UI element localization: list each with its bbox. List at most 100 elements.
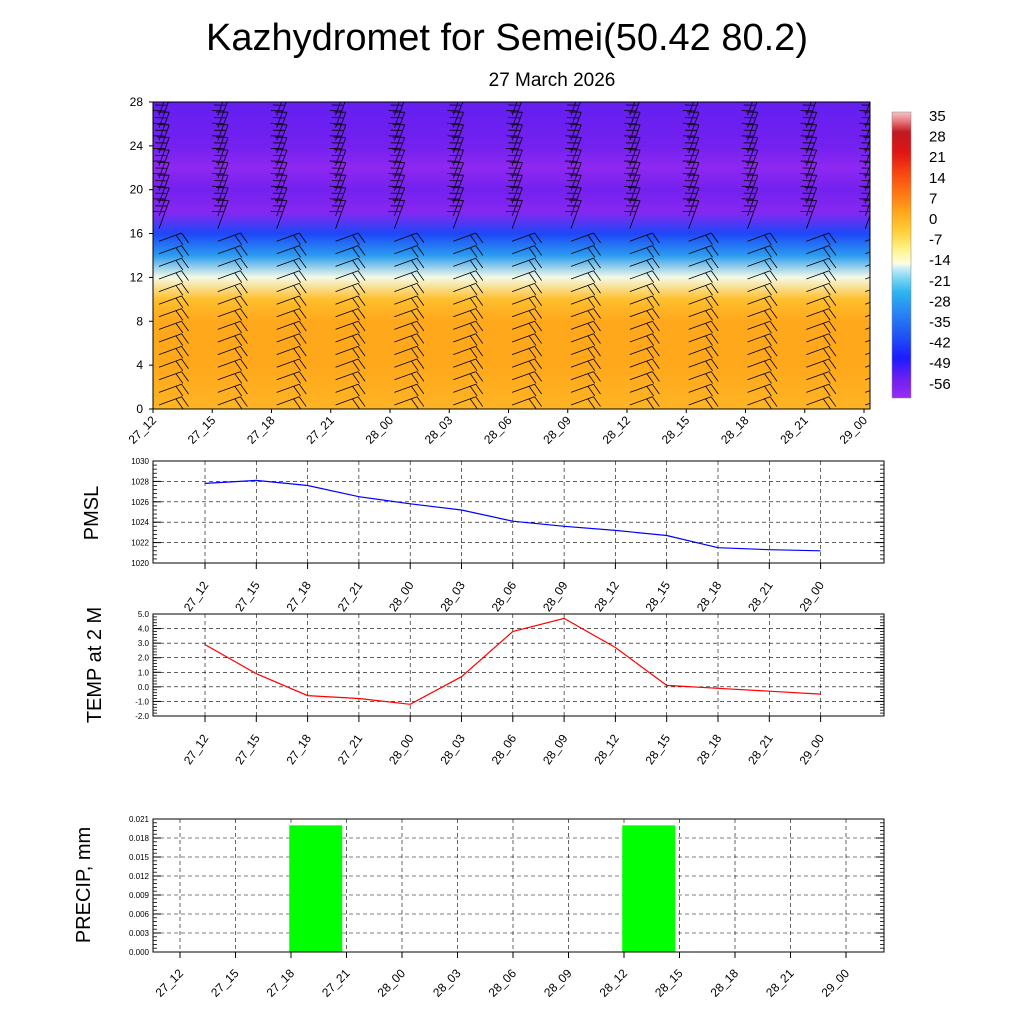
wind-barb — [629, 245, 660, 258]
wind-barb — [747, 257, 778, 271]
wind-barb — [741, 161, 759, 191]
wind-barb — [800, 149, 818, 179]
x-tick-label: 27_21 — [319, 966, 353, 1000]
wind-barb — [623, 199, 641, 229]
wind-barb — [506, 124, 523, 154]
colorbar-label: 7 — [929, 190, 937, 207]
y-tick-label: 0.006 — [129, 910, 150, 919]
wind-barb — [629, 371, 660, 384]
wind-barb — [329, 199, 347, 229]
wind-barb — [570, 245, 601, 258]
colorbar-label: -14 — [929, 252, 951, 269]
wind-barb — [865, 377, 870, 381]
wind-barb — [506, 174, 523, 204]
wind-barb — [570, 257, 601, 271]
wind-barb — [741, 102, 758, 128]
wind-barb — [158, 245, 189, 258]
wind-barb — [335, 295, 366, 309]
wind-barb — [388, 136, 406, 166]
wind-barb — [394, 283, 425, 296]
wind-barb — [623, 136, 641, 166]
wind-barb — [800, 199, 818, 229]
wind-barb — [158, 320, 189, 334]
y-tick-label: 1024 — [131, 518, 149, 527]
wind-barb — [335, 257, 366, 271]
wind-barb — [865, 314, 870, 318]
cross-section-x-tick-label: 27_18 — [244, 413, 278, 447]
wind-barb — [212, 124, 229, 154]
wind-barb — [217, 358, 248, 372]
colorbar-label: -28 — [929, 293, 951, 310]
wind-barb — [570, 232, 601, 246]
wind-barb — [217, 232, 248, 246]
wind-barb — [629, 320, 660, 334]
colorbar-label: -49 — [929, 355, 951, 372]
wind-barb — [453, 320, 484, 334]
wind-barb — [688, 383, 719, 397]
precip-bars — [289, 825, 676, 952]
wind-barb — [865, 339, 870, 343]
x-tick-label: 28_09 — [541, 966, 575, 1000]
wind-barb — [629, 295, 660, 309]
wind-barb — [629, 346, 660, 359]
x-tick-label: 29_00 — [796, 578, 827, 614]
wind-barb — [806, 358, 837, 372]
wind-barb — [270, 174, 288, 204]
y-tick-label: 5.0 — [138, 610, 150, 619]
wind-barb — [864, 102, 870, 116]
wind-barb — [629, 102, 636, 116]
wind-barb — [865, 402, 870, 406]
wind-barb — [335, 232, 366, 246]
colorbar-label: 0 — [929, 211, 937, 228]
x-tick-label: 27_18 — [283, 731, 314, 767]
cross-section-field — [153, 102, 870, 409]
wind-barb — [747, 320, 778, 334]
wind-barb — [747, 383, 778, 397]
temp-panel: TEMP at 2 M -2.0 -1.0 0.0 1.0 2.0 3.0 4.0 5.0 2… — [84, 607, 885, 767]
x-tick-label: 28_00 — [375, 966, 409, 1000]
wind-barb — [511, 383, 542, 397]
x-tick-label: 27_15 — [232, 578, 263, 614]
wind-barb — [158, 383, 189, 397]
cross-section-y-tick-label: 0 — [136, 402, 143, 416]
temp-frame — [152, 613, 885, 717]
wind-barb — [570, 295, 601, 309]
y-tick-label: 0.012 — [129, 872, 150, 881]
colorbar-label: 21 — [929, 149, 946, 166]
precip-bar — [622, 825, 676, 952]
x-tick-label: 28_15 — [643, 731, 674, 767]
wind-barb — [682, 187, 700, 217]
wind-barb — [453, 295, 484, 309]
x-tick-label: 27_12 — [181, 578, 212, 614]
y-tick-label: 0.003 — [129, 929, 150, 938]
wind-barb — [629, 308, 660, 321]
cross-section-x-tick-label: 27_15 — [185, 413, 219, 447]
wind-barb — [682, 111, 700, 141]
wind-barb — [158, 257, 189, 271]
y-tick-label: 0.000 — [129, 948, 150, 957]
wind-barb — [570, 308, 601, 321]
wind-barb — [506, 111, 523, 141]
wind-barb — [394, 320, 425, 334]
wind-barb — [506, 199, 523, 229]
wind-barb — [747, 245, 778, 258]
y-tick-label: -2.0 — [135, 712, 149, 721]
wind-barb — [217, 257, 248, 271]
temp-ylabel: TEMP at 2 M — [84, 607, 106, 723]
cross-section-y-axis: 0 4 8 12 16 20 24 28 — [130, 95, 153, 416]
wind-barb — [447, 136, 464, 166]
wind-barb — [453, 333, 484, 346]
wind-barb — [511, 270, 542, 283]
y-tick-label: 0.018 — [129, 834, 150, 843]
wind-barb — [217, 333, 248, 346]
wind-barb — [806, 295, 837, 309]
wind-barb — [452, 102, 459, 116]
cross-section-x-tick-label: 28_09 — [540, 413, 574, 447]
wind-barb — [747, 102, 753, 116]
wind-barb — [335, 396, 366, 409]
x-tick-label: 28_03 — [430, 966, 464, 1000]
wind-barb — [212, 149, 229, 179]
cross-section-y-tick-label: 4 — [136, 358, 143, 372]
wind-barb — [447, 111, 464, 141]
wind-barb — [447, 187, 464, 217]
